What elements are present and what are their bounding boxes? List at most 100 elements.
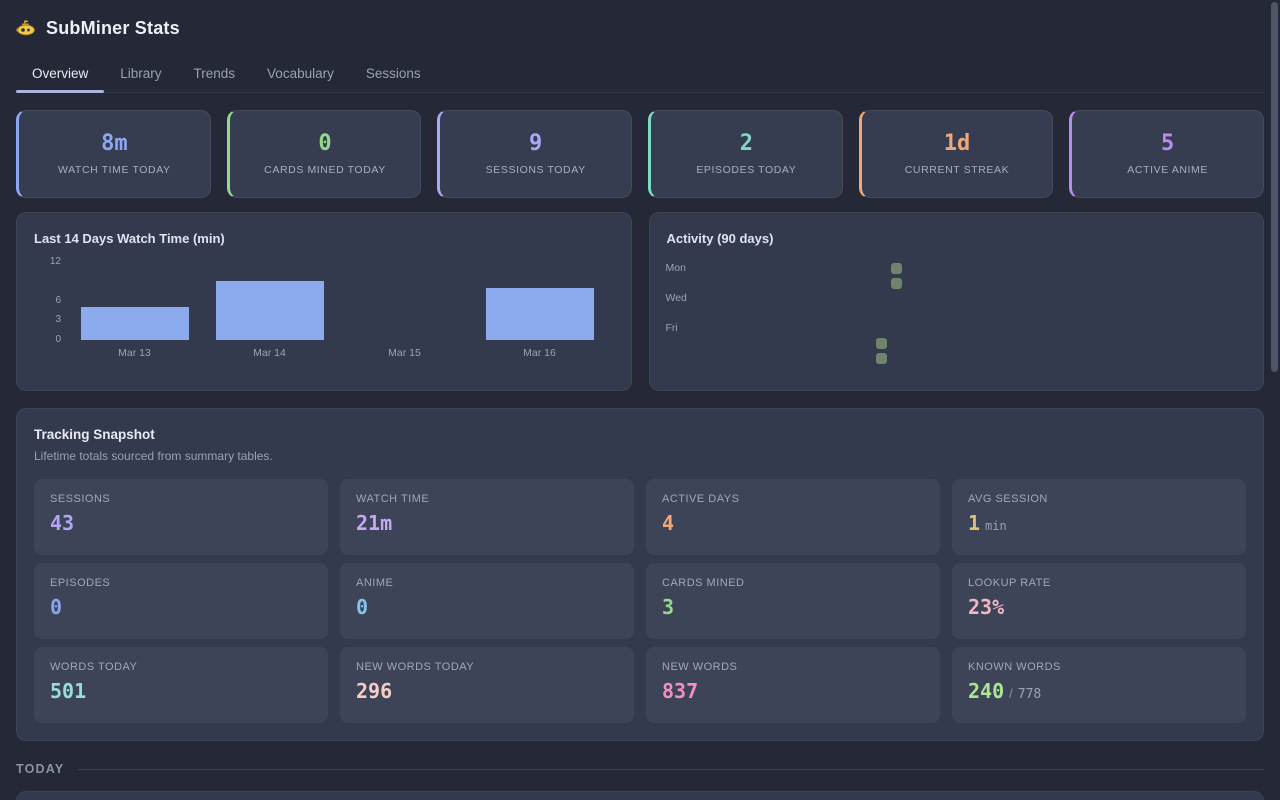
tile-label: NEW WORDS TODAY (356, 661, 475, 673)
stat-label: CURRENT STREAK (904, 163, 1010, 176)
stat-value: 9 (529, 130, 543, 156)
heatmap-day-label: Fri (665, 322, 678, 334)
tracking-tile-episodes: EPISODES 0 (34, 563, 328, 639)
vertical-scrollbar-thumb[interactable] (1271, 2, 1278, 372)
tile-value: 43 (50, 511, 75, 535)
tracking-tile-avg-session: AVG SESSION 1 min (952, 479, 1246, 555)
tile-value: 4 (662, 511, 675, 535)
stat-value: 2 (739, 130, 753, 156)
tile-value-row: 296 (356, 681, 618, 701)
stat-value: 0 (318, 130, 332, 156)
watch-time-chart-card: Last 14 Days Watch Time (min) 0 3 6 12 Mar 1… (16, 212, 632, 391)
stat-label: WATCH TIME TODAY (57, 163, 171, 176)
tile-value: 23% (968, 595, 1005, 619)
tracking-tile-cards-mined: CARDS MINED 3 (646, 563, 940, 639)
tab-overview[interactable]: Overview (16, 58, 105, 93)
heatmap-cell (875, 353, 887, 364)
tile-value: 240 (968, 679, 1005, 703)
activity-title: Activity (90 days) (666, 231, 774, 246)
y-axis-tick: 0 (55, 333, 61, 345)
tracking-tile-active-days: ACTIVE DAYS 4 (646, 479, 940, 555)
stat-label: ACTIVE ANIME (1127, 163, 1209, 176)
tile-value-row: 23% (968, 597, 1230, 617)
tab-sessions[interactable]: Sessions (365, 66, 421, 81)
tile-value: 0 (356, 595, 369, 619)
tile-suffix: 778 (1017, 687, 1042, 702)
tile-value: 1 (968, 511, 981, 535)
y-axis-tick: 3 (55, 314, 61, 325)
tracking-snapshot-card: Tracking Snapshot Lifetime totals source… (16, 408, 1264, 741)
tile-value-row: 501 (50, 681, 312, 701)
tile-value: 296 (356, 679, 393, 703)
tile-label: WORDS TODAY (50, 661, 138, 673)
tile-label: LOOKUP RATE (968, 577, 1051, 589)
tile-value-row: 837 (662, 681, 924, 701)
nav-tabs: Overview Library Trends Vocabulary Sessions (16, 58, 1264, 93)
tile-value-row: 21m (356, 513, 618, 533)
tile-label: WATCH TIME (356, 493, 430, 505)
tile-value: 501 (50, 679, 87, 703)
activity-heatmap-card: Activity (90 days) Mon Wed Fri (648, 212, 1264, 391)
today-session-card (16, 791, 1264, 800)
tracking-tile-anime: ANIME 0 (340, 563, 634, 639)
x-axis-label: Mar 16 (523, 346, 556, 359)
y-axis-tick: 12 (49, 255, 61, 267)
x-axis-label: Mar 15 (388, 346, 421, 359)
y-axis-tick: 6 (55, 294, 61, 306)
stat-card-episodes-today: 2 EPISODES TODAY (648, 110, 843, 198)
stat-label: SESSIONS TODAY (485, 163, 586, 176)
stat-card-watch-time-today: 8m WATCH TIME TODAY (16, 110, 211, 198)
watch-time-bar (80, 307, 189, 340)
charts-row: Last 14 Days Watch Time (min) 0 3 6 12 Mar 1… (16, 212, 1264, 391)
tile-label: EPISODES (50, 577, 111, 589)
stat-card-sessions-today: 9 SESSIONS TODAY (437, 110, 632, 198)
tile-separator: / (1009, 686, 1013, 701)
tab-vocabulary[interactable]: Vocabulary (267, 66, 334, 81)
tracking-tile-words-today: WORDS TODAY 501 (34, 647, 328, 723)
today-label: TODAY (16, 762, 65, 776)
tab-library[interactable]: Library (120, 66, 162, 81)
heatmap-cell (875, 338, 887, 349)
today-section: TODAY (16, 762, 1264, 800)
tile-value-row: 1 min (968, 513, 1230, 533)
heatmap-day-label: Wed (665, 292, 687, 304)
tab-trends[interactable]: Trends (193, 66, 236, 81)
chart-title: Last 14 Days Watch Time (min) (34, 231, 225, 246)
tracking-tile-grid: SESSIONS 43 WATCH TIME 21m ACTIVE DAYS 4 AVG S… (34, 479, 1246, 723)
tile-value: 837 (662, 679, 699, 703)
tile-label: ACTIVE DAYS (662, 493, 740, 505)
tile-label: CARDS MINED (662, 577, 745, 589)
heatmap-day-label: Mon (665, 262, 686, 274)
tile-unit: min (985, 519, 1007, 533)
tracking-tile-lookup-rate: LOOKUP RATE 23% (952, 563, 1246, 639)
tile-value-row: 240 / 778 (968, 681, 1230, 702)
tile-label: ANIME (356, 577, 394, 589)
x-axis-label: Mar 13 (118, 346, 151, 359)
tracking-snapshot-title: Tracking Snapshot (34, 427, 155, 442)
tracking-tile-sessions: SESSIONS 43 (34, 479, 328, 555)
stat-cards-row: 8m WATCH TIME TODAY 0 CARDS MINED TODAY 9 SES… (16, 110, 1264, 198)
tracking-tile-known-words: KNOWN WORDS 240 / 778 (952, 647, 1246, 723)
tile-label: NEW WORDS (662, 661, 738, 673)
tracking-tile-new-words: NEW WORDS 837 (646, 647, 940, 723)
tile-label: KNOWN WORDS (968, 661, 1061, 673)
tile-value-row: 0 (356, 597, 618, 617)
tile-label: SESSIONS (50, 493, 111, 505)
tracking-tile-watch-time: WATCH TIME 21m (340, 479, 634, 555)
stat-card-current-streak: 1d CURRENT STREAK (858, 110, 1054, 198)
x-axis-label: Mar 14 (253, 346, 286, 359)
today-divider (78, 768, 1264, 770)
stat-card-cards-mined-today: 0 CARDS MINED TODAY (226, 110, 422, 198)
tile-value-row: 0 (50, 597, 312, 617)
stat-value: 8m (101, 130, 128, 156)
page-title: SubMiner Stats (46, 17, 180, 38)
stat-value: 5 (1161, 130, 1175, 156)
stat-value: 1d (943, 130, 971, 156)
stat-label: CARDS MINED TODAY (264, 163, 386, 176)
stat-card-active-anime: 5 ACTIVE ANIME (1069, 110, 1264, 198)
tile-value-row: 4 (662, 513, 924, 533)
tile-value: 21m (356, 511, 393, 535)
tile-value-row: 43 (50, 513, 312, 533)
tracking-tile-new-words-today: NEW WORDS TODAY 296 (340, 647, 634, 723)
